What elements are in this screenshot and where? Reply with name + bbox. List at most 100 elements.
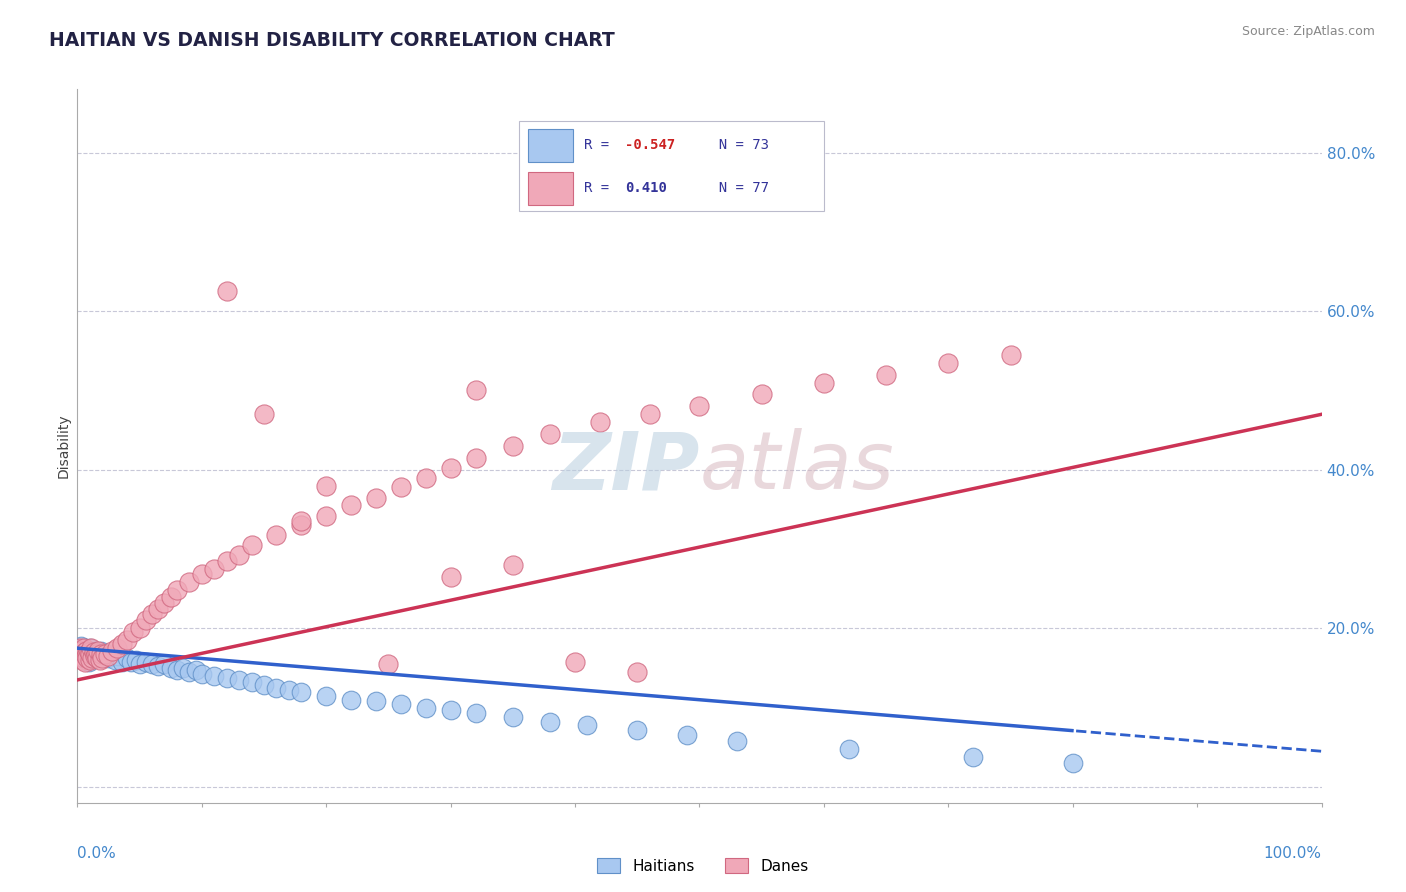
Point [440, 703, 463, 717]
Point [576, 718, 599, 732]
Point [159, 661, 181, 675]
Point [166, 583, 188, 598]
Point [72, 645, 94, 659]
Point [75, 643, 97, 657]
Point [111, 655, 134, 669]
Point [364, 491, 387, 505]
Point [120, 655, 142, 669]
Point [72, 641, 94, 656]
Point [626, 665, 648, 679]
Point [340, 499, 363, 513]
Text: R =: R = [583, 181, 626, 195]
Text: HAITIAN VS DANISH DISABILITY CORRELATION CHART: HAITIAN VS DANISH DISABILITY CORRELATION… [49, 31, 614, 50]
Point [315, 508, 337, 523]
Point [415, 471, 437, 485]
Point [676, 728, 699, 742]
Point [84, 643, 107, 657]
Point [70, 639, 93, 653]
Point [148, 659, 170, 673]
Point [440, 570, 463, 584]
Point [72, 653, 94, 667]
Point [290, 514, 312, 528]
Point [875, 368, 897, 382]
Point [240, 538, 263, 552]
Text: -0.547: -0.547 [624, 138, 675, 153]
Point [464, 450, 486, 465]
Point [73, 641, 96, 656]
Point [153, 657, 176, 671]
Point [166, 663, 188, 677]
Point [159, 590, 181, 604]
Point [564, 655, 586, 669]
Point [72, 647, 94, 661]
Point [1000, 348, 1022, 362]
Point [638, 407, 661, 421]
Text: N = 77: N = 77 [702, 181, 769, 195]
Point [253, 678, 276, 692]
Point [153, 596, 176, 610]
Point [277, 683, 299, 698]
Point [751, 387, 773, 401]
Point [389, 697, 412, 711]
Point [538, 714, 561, 729]
FancyBboxPatch shape [519, 121, 824, 211]
Point [75, 643, 97, 657]
Point [290, 685, 312, 699]
Point [184, 663, 207, 677]
Text: 0.0%: 0.0% [77, 846, 117, 861]
Point [75, 649, 97, 664]
Point [80, 651, 103, 665]
Point [179, 575, 201, 590]
Point [91, 651, 114, 665]
Point [69, 643, 91, 657]
Point [79, 653, 101, 667]
Point [115, 633, 138, 648]
Point [440, 461, 463, 475]
Point [253, 407, 276, 421]
Point [89, 653, 111, 667]
Point [93, 647, 115, 661]
Point [80, 641, 103, 656]
Point [77, 645, 100, 659]
Point [135, 614, 157, 628]
Legend: Haitians, Danes: Haitians, Danes [591, 852, 815, 880]
Point [502, 710, 524, 724]
Point [377, 657, 399, 671]
Text: 0.410: 0.410 [624, 181, 666, 195]
Point [76, 647, 98, 661]
Point [101, 643, 124, 657]
Point [725, 734, 748, 748]
Point [115, 651, 138, 665]
Point [70, 649, 93, 664]
Point [502, 558, 524, 572]
Point [389, 480, 412, 494]
Point [89, 649, 111, 664]
Point [90, 647, 112, 661]
Point [172, 661, 194, 675]
Point [69, 641, 91, 656]
Point [266, 528, 288, 542]
Point [75, 649, 97, 664]
Point [107, 649, 129, 664]
Point [76, 651, 98, 665]
Point [72, 642, 94, 657]
Point [84, 647, 107, 661]
Point [73, 645, 96, 659]
Point [77, 655, 100, 669]
Point [215, 554, 238, 568]
Point [70, 649, 93, 664]
Point [538, 427, 561, 442]
Point [83, 649, 105, 664]
Point [97, 651, 120, 665]
Point [838, 742, 860, 756]
Point [215, 285, 238, 299]
Point [148, 601, 170, 615]
Y-axis label: Disability: Disability [56, 414, 70, 478]
Point [128, 621, 150, 635]
Point [93, 649, 115, 664]
Point [364, 694, 387, 708]
Point [86, 651, 108, 665]
Text: ZIP: ZIP [553, 428, 700, 507]
Point [83, 649, 105, 664]
Point [70, 643, 93, 657]
